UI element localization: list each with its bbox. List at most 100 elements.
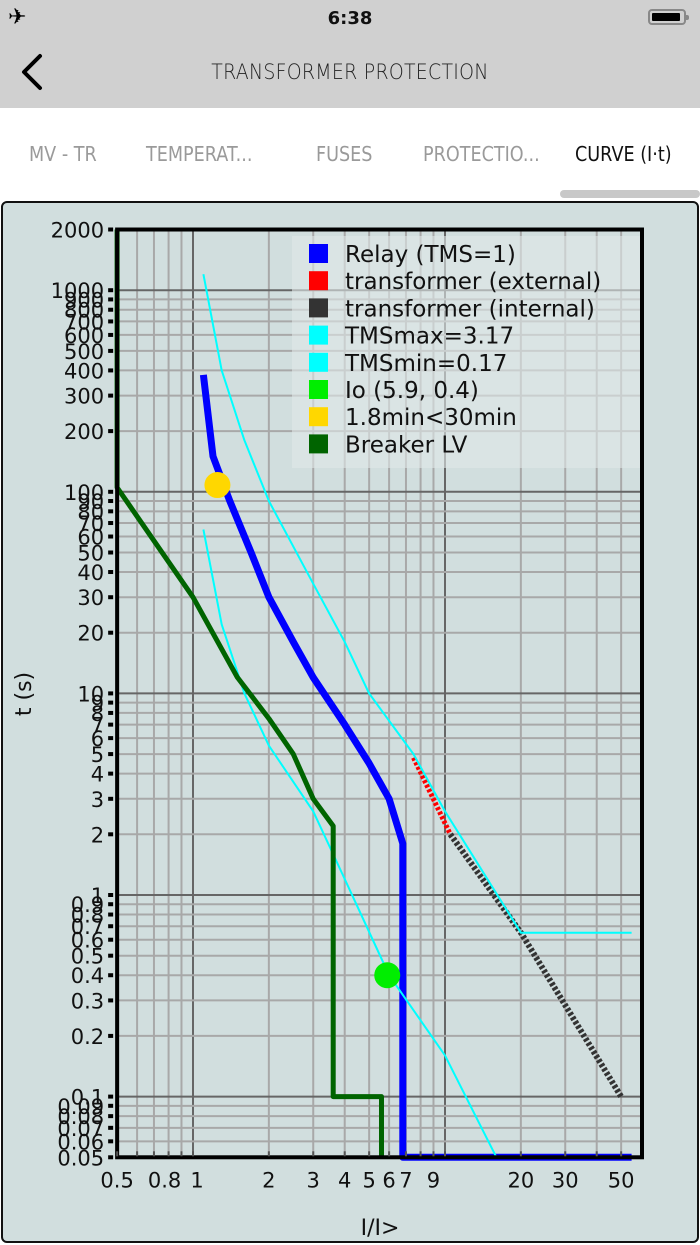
y-tick-label: 9 <box>91 692 104 716</box>
y-tick-label: 60 <box>77 526 104 550</box>
breaker-lv-curve <box>114 229 384 1158</box>
y-tick-label: 0.4 <box>71 964 104 988</box>
x-tick-label: 1 <box>190 1168 203 1192</box>
io-5-9-0-4-marker <box>374 962 401 989</box>
y-tick-label: 70 <box>77 512 104 536</box>
y-tick-label: 3 <box>91 788 104 812</box>
navigation-bar: TRANSFORMER PROTECTION <box>0 38 700 108</box>
legend-label: TMSmin=0.17 <box>344 351 507 377</box>
page-title: TRANSFORMER PROTECTION <box>211 60 489 84</box>
x-tick-label: 0.5 <box>100 1168 133 1192</box>
y-tick-label: 2 <box>91 823 104 847</box>
legend-swatch <box>309 434 328 454</box>
x-tick-label: 6 <box>382 1168 395 1192</box>
y-tick-label: 600 <box>64 324 104 348</box>
battery-full-icon <box>648 9 689 25</box>
x-tick-label: 50 <box>608 1168 635 1192</box>
legend-label: transformer (external) <box>345 269 601 295</box>
chevron-left-icon <box>22 54 42 90</box>
y-tick-label: 0.6 <box>71 929 104 953</box>
x-tick-label: 9 <box>427 1168 440 1192</box>
x-tick-label: 0.8 <box>148 1168 181 1192</box>
y-tick-label: 80 <box>77 500 104 524</box>
legend-swatch <box>309 271 328 291</box>
y-axis-label: t (s) <box>12 672 37 716</box>
tab-fuses[interactable]: FUSES <box>316 142 373 166</box>
chart-axes: 2000100090080070060050040030020010090807… <box>12 219 644 1241</box>
y-tick-label: 0.8 <box>71 904 104 928</box>
y-tick-label: 1 <box>91 884 104 908</box>
x-tick-label: 4 <box>338 1168 351 1192</box>
x-tick-label: 2 <box>262 1168 275 1192</box>
y-tick-label: 0.9 <box>71 893 104 917</box>
legend-swatch <box>309 298 328 318</box>
x-tick-label: 5 <box>362 1168 375 1192</box>
y-tick-label: 900 <box>64 288 104 312</box>
y-tick-label: 500 <box>64 340 104 364</box>
chart-curves <box>114 229 632 1161</box>
tmsmin-0-17-curve <box>202 529 498 1158</box>
1-8min-30min-marker <box>204 472 231 499</box>
y-tick-label: 50 <box>77 541 104 565</box>
y-tick-label: 800 <box>64 299 104 323</box>
chart-panel: Relay (TMS=1) transformer (external) trans… <box>1 201 699 1243</box>
x-tick-label: 20 <box>507 1168 534 1192</box>
tab-scroll-indicator <box>560 190 700 198</box>
y-tick-label: 0.08 <box>57 1105 104 1129</box>
legend-swatch <box>309 380 328 399</box>
tab-curve[interactable]: CURVE (I·t) <box>575 142 672 166</box>
y-tick-label: 2000 <box>51 219 104 243</box>
y-tick-label: 10 <box>77 682 104 706</box>
legend-swatch <box>309 325 328 345</box>
tab-mv-tr[interactable]: MV - TR <box>29 142 97 166</box>
status-time: 6:38 <box>327 8 373 29</box>
legend-label: TMSmax=3.17 <box>344 324 514 350</box>
y-tick-label: 40 <box>77 561 104 585</box>
legend-swatch <box>309 244 328 263</box>
y-tick-label: 6 <box>91 727 104 751</box>
y-tick-label: 200 <box>64 420 104 444</box>
x-tick-label: 3 <box>307 1168 320 1192</box>
y-tick-label: 300 <box>64 385 104 409</box>
y-tick-label: 0.07 <box>57 1117 104 1141</box>
legend-swatch <box>309 407 328 427</box>
legend-label: transformer (internal) <box>345 296 595 322</box>
x-axis-label: I/I> <box>361 1216 400 1241</box>
y-tick-label: 4 <box>91 763 104 787</box>
status-bar: ✈ 6:38 <box>0 0 700 38</box>
y-tick-label: 700 <box>64 310 104 334</box>
y-tick-label: 20 <box>77 622 104 646</box>
tab-bar: MV - TR TEMPERAT... FUSES PROTECTIO... C… <box>0 108 700 200</box>
legend-swatch <box>309 352 328 372</box>
y-tick-label: 100 <box>64 481 104 505</box>
x-tick-label: 30 <box>552 1168 579 1192</box>
y-tick-label: 0.2 <box>71 1025 104 1049</box>
tmsmax-3-17-curve <box>202 274 632 934</box>
legend-label: Io (5.9, 0.4) <box>345 378 479 404</box>
y-tick-label: 0.06 <box>57 1130 104 1154</box>
y-tick-label: 90 <box>77 490 104 514</box>
airplane-mode-icon: ✈ <box>8 4 27 29</box>
y-tick-label: 0.05 <box>57 1146 104 1170</box>
y-tick-label: 5 <box>91 743 104 767</box>
time-current-chart: Relay (TMS=1)transformer (external)trans… <box>12 219 644 1241</box>
y-tick-label: 0.7 <box>71 915 104 939</box>
x-tick-label: 7 <box>399 1168 412 1192</box>
tab-protection[interactable]: PROTECTIO... <box>423 142 540 166</box>
legend-label: 1.8min<30min <box>345 405 517 431</box>
relay-tms-1-curve <box>199 374 632 1161</box>
y-tick-label: 0.1 <box>71 1086 104 1110</box>
y-tick-label: 0.3 <box>71 989 104 1013</box>
y-tick-label: 8 <box>91 702 104 726</box>
chart-legend: Relay (TMS=1)transformer (external)trans… <box>292 236 642 468</box>
legend-label: Breaker LV <box>345 432 468 458</box>
tab-temperature[interactable]: TEMPERAT... <box>146 142 253 166</box>
back-button[interactable] <box>14 50 54 94</box>
y-tick-label: 0.5 <box>71 945 104 969</box>
legend-label: Relay (TMS=1) <box>345 242 516 268</box>
y-tick-label: 400 <box>64 359 104 383</box>
y-tick-label: 30 <box>77 586 104 610</box>
y-tick-label: 7 <box>91 714 104 738</box>
y-tick-label: 0.09 <box>57 1095 104 1119</box>
y-tick-label: 1000 <box>51 279 104 303</box>
